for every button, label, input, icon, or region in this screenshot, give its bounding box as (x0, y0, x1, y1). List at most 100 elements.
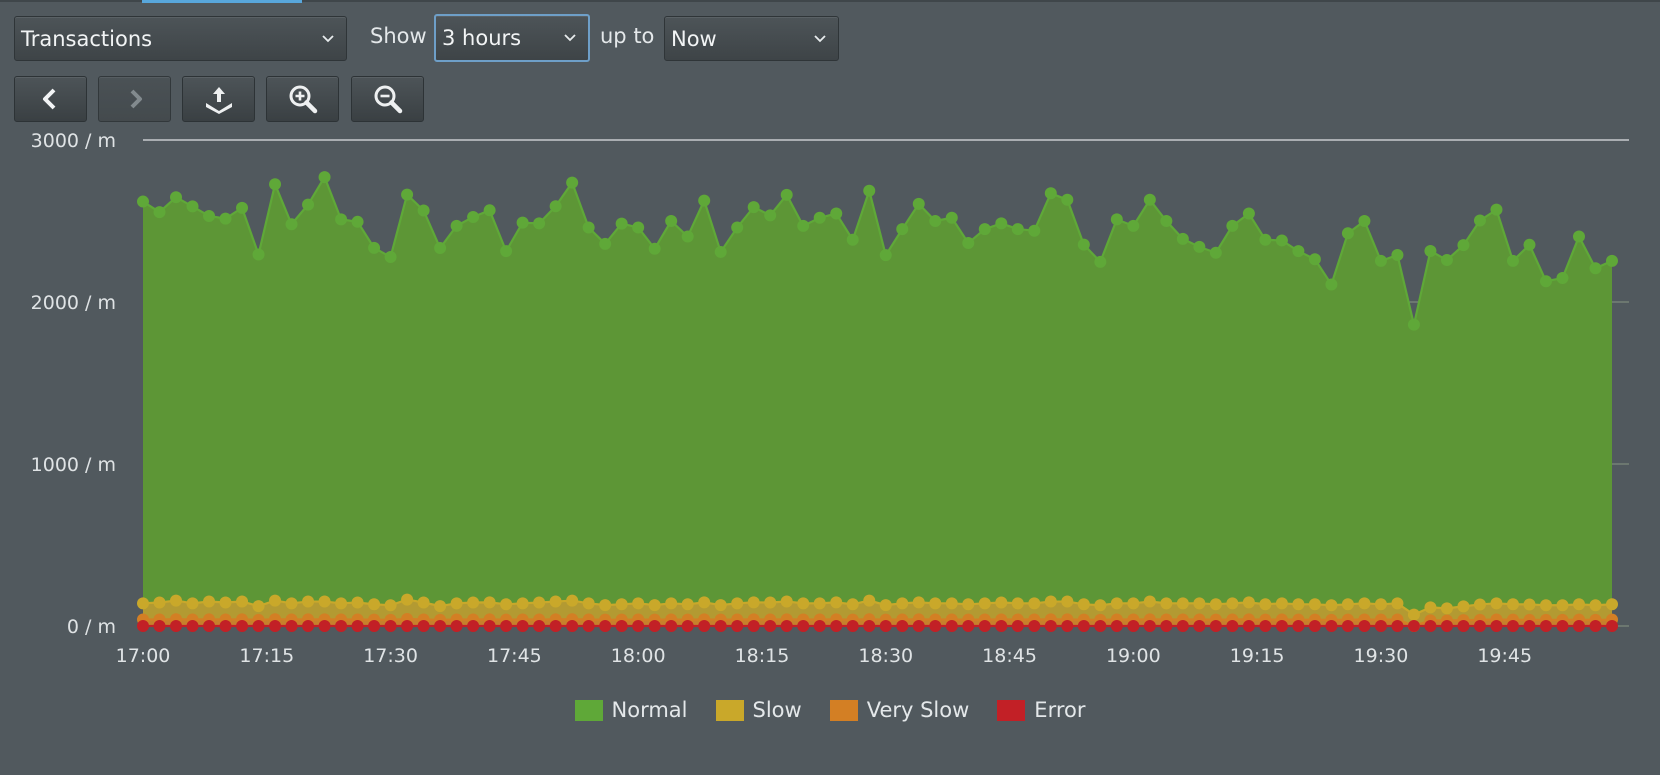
data-point-slow (1325, 599, 1338, 612)
data-point-slow (830, 596, 843, 609)
x-tick-label: 18:00 (611, 645, 666, 667)
data-point-normal (1044, 187, 1057, 200)
data-point-slow (401, 593, 414, 606)
data-point-slow (1308, 598, 1321, 611)
legend-item-very-slow[interactable]: Very Slow (829, 698, 969, 722)
data-point-error (962, 620, 975, 632)
data-point-error (1391, 620, 1404, 632)
data-point-slow (1424, 601, 1437, 614)
data-point-normal (846, 233, 859, 246)
data-point-error (879, 620, 892, 632)
export-button[interactable] (182, 76, 255, 122)
data-point-normal (203, 209, 216, 222)
data-point-error (846, 620, 859, 632)
data-point-normal (417, 204, 430, 217)
data-point-normal (863, 184, 876, 197)
data-point-normal (1110, 213, 1123, 226)
data-point-slow (351, 596, 364, 609)
data-point-error (615, 620, 628, 632)
data-point-normal (1589, 262, 1602, 275)
data-point-error (302, 620, 315, 632)
data-point-slow (632, 597, 645, 610)
legend-swatch (715, 699, 744, 721)
data-point-slow (1473, 598, 1486, 611)
data-point-error (236, 620, 249, 632)
data-point-slow (912, 596, 925, 609)
data-point-slow (599, 599, 612, 612)
data-point-slow (615, 598, 628, 611)
data-point-normal (1292, 245, 1305, 258)
data-point-slow (945, 597, 958, 610)
data-point-normal (549, 200, 562, 213)
data-point-error (912, 620, 925, 632)
data-point-slow (648, 599, 661, 612)
data-point-error (1143, 620, 1156, 632)
data-point-normal (335, 213, 348, 226)
data-point-normal (1556, 272, 1569, 285)
zoom-out-button[interactable] (351, 76, 424, 122)
data-point-normal (1176, 232, 1189, 245)
data-point-slow (170, 594, 183, 607)
data-point-normal (1209, 246, 1222, 259)
data-point-slow (450, 597, 463, 610)
data-point-normal (599, 237, 612, 250)
data-point-slow (1292, 598, 1305, 611)
data-point-error (483, 620, 496, 632)
tab-strip-border (0, 0, 1660, 2)
data-point-normal (368, 241, 381, 254)
data-point-error (1193, 620, 1206, 632)
data-point-normal (219, 212, 232, 225)
x-tick-label: 18:45 (982, 645, 1037, 667)
data-point-error (500, 620, 513, 632)
data-point-slow (1341, 598, 1354, 611)
legend-item-slow[interactable]: Slow (715, 698, 802, 722)
metric-select[interactable]: Transactions (14, 16, 347, 61)
data-point-normal (665, 215, 678, 227)
data-point-slow (186, 597, 199, 610)
data-point-slow (863, 594, 876, 607)
end-time-select[interactable]: Now (664, 16, 839, 61)
data-point-slow (285, 597, 298, 610)
data-point-slow (318, 595, 331, 608)
data-point-normal (252, 248, 265, 261)
data-point-error (1259, 620, 1272, 632)
data-point-normal (731, 221, 744, 234)
range-select[interactable]: 3 hours (434, 14, 590, 62)
legend-item-normal[interactable]: Normal (574, 698, 688, 722)
data-point-error (1044, 620, 1057, 632)
data-point-slow (500, 598, 513, 611)
data-point-error (896, 620, 909, 632)
data-point-normal (1275, 234, 1288, 247)
zoom-in-button[interactable] (266, 76, 339, 122)
data-point-normal (879, 249, 892, 262)
active-tab-indicator (142, 0, 302, 3)
data-point-slow (203, 595, 216, 608)
data-point-error (1457, 620, 1470, 632)
data-point-error (384, 620, 397, 632)
data-point-normal (1506, 254, 1519, 267)
next-period-button[interactable] (98, 76, 171, 122)
chevron-down-icon (322, 35, 334, 43)
data-point-normal (1242, 207, 1255, 220)
data-point-normal (500, 245, 513, 258)
data-point-error (648, 620, 661, 632)
legend-item-error[interactable]: Error (997, 698, 1085, 722)
data-point-error (945, 620, 958, 632)
data-point-slow (1143, 595, 1156, 608)
data-point-error (1226, 620, 1239, 632)
data-point-slow (714, 599, 727, 612)
data-point-error (516, 620, 529, 632)
previous-period-button[interactable] (14, 76, 87, 122)
data-point-error (978, 620, 991, 632)
chart-points (137, 171, 1618, 632)
data-point-normal (566, 176, 579, 189)
data-point-normal (1407, 318, 1420, 331)
data-point-normal (302, 198, 315, 211)
data-point-normal (137, 195, 149, 208)
data-point-error (780, 620, 793, 632)
area-normal (143, 177, 1612, 615)
data-point-slow (269, 594, 282, 607)
data-point-error (665, 620, 678, 632)
data-point-slow (1523, 598, 1536, 611)
data-point-error (368, 620, 381, 632)
